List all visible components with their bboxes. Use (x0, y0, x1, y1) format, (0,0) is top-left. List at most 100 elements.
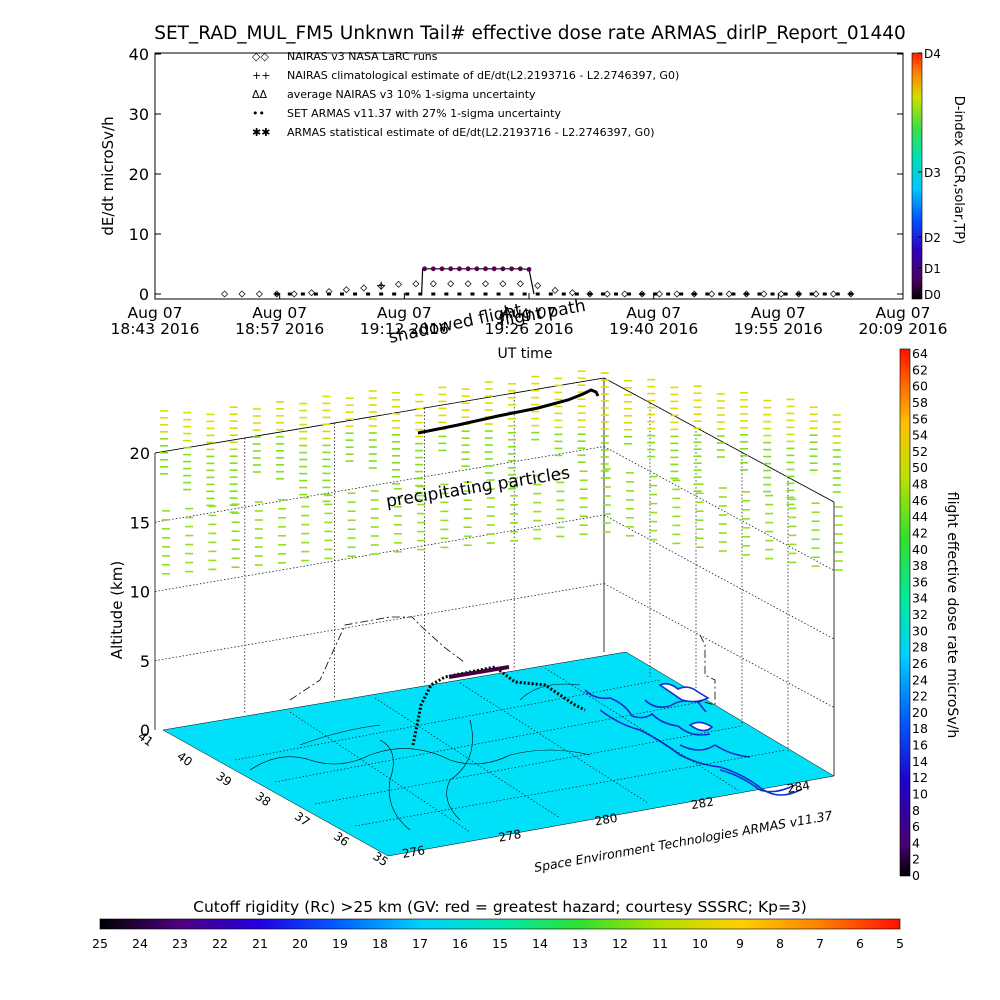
particle-dash (554, 391, 563, 394)
particle-dash (693, 392, 702, 394)
baseline-marker (822, 292, 827, 296)
particle-dash (301, 532, 310, 535)
lat-tick-label: 40 (174, 749, 195, 769)
particle-dash (740, 427, 748, 429)
particle-dash (556, 499, 565, 502)
particle-dash (809, 427, 818, 429)
particle-dash (438, 435, 447, 438)
particle-dash (786, 398, 795, 401)
particle-dash (600, 400, 609, 402)
particle-dash (276, 457, 284, 459)
particle-dash (229, 497, 238, 499)
particle-dash (788, 525, 797, 528)
baseline-marker (666, 292, 671, 296)
particle-dash (577, 419, 586, 421)
particle-dash (693, 448, 702, 450)
particle-dash (254, 555, 263, 557)
nairas-point (621, 290, 629, 298)
particle-dash (206, 469, 215, 472)
particle-dash (716, 449, 725, 451)
baseline-marker (483, 292, 488, 296)
particle-dash (716, 414, 725, 416)
top-y-tick-label: 10 (129, 225, 149, 244)
rc-tick-label: 23 (172, 936, 188, 951)
top-legend: ◇◇ NAIRAS v3 NASA LaRC runs ++ NAIRAS clima… (252, 50, 679, 139)
dindex-tick-label: D0 (924, 288, 941, 302)
particle-dash (788, 543, 797, 546)
particle-dash (624, 415, 632, 417)
particle-dash (229, 469, 238, 471)
particle-dash (624, 387, 632, 389)
nairas-point (221, 290, 229, 298)
armas-point (517, 266, 523, 272)
wall-grid-line (603, 446, 835, 571)
particle-dash (484, 472, 493, 474)
armas-point (439, 266, 445, 272)
particle-dash (579, 470, 588, 472)
map-grid (234, 667, 787, 833)
state-borders (249, 683, 591, 831)
particle-dash (440, 501, 449, 504)
z-tick-label: 20 (130, 444, 150, 463)
particle-dash (440, 537, 449, 540)
particle-dash (252, 443, 261, 445)
nairas-point (795, 290, 803, 298)
particle-dash (415, 428, 424, 431)
particle-dash (834, 524, 843, 526)
particle-dash (600, 428, 609, 430)
particle-dash (415, 463, 424, 466)
particle-dash (278, 544, 286, 546)
particle-dash (786, 412, 795, 415)
particle-dash (322, 472, 331, 475)
particle-dash (695, 528, 704, 530)
particle-dash (809, 469, 818, 471)
nairas-point (568, 289, 576, 297)
armas-point (474, 266, 480, 272)
baseline-marker (718, 292, 723, 296)
top-x-tick-date: Aug 07 (128, 304, 183, 322)
particle-dash (765, 494, 774, 497)
particle-dash (278, 499, 286, 501)
particle-dash (740, 448, 748, 450)
particle-dash (533, 528, 542, 531)
particle-dash (322, 416, 331, 419)
particle-dash (440, 483, 449, 486)
legend-entry: ARMAS statistical estimate of dE/dt(L2.2… (287, 126, 654, 139)
dose-tick-label: 16 (912, 738, 928, 753)
particle-dash (832, 477, 841, 479)
particle-dash (577, 384, 586, 386)
baseline-marker (692, 292, 697, 296)
particle-dash (763, 441, 772, 444)
particle-dash (809, 434, 818, 436)
particle-dash (370, 508, 379, 510)
particle-dash (415, 393, 424, 396)
particle-dash (531, 410, 540, 413)
particle-dash (716, 435, 725, 437)
dose-tick-label: 8 (912, 803, 920, 818)
particle-dash (647, 448, 656, 451)
rc-tick-label: 9 (736, 936, 744, 951)
particle-dash (602, 495, 611, 497)
particle-dash (600, 463, 609, 465)
particle-dash (206, 455, 215, 458)
nairas-point (586, 290, 594, 298)
particle-dash (647, 420, 656, 423)
particle-dash (347, 510, 356, 512)
particle-dash (231, 557, 240, 559)
top-x-tick-date: Aug 07 (252, 304, 307, 322)
particle-dash (742, 545, 750, 547)
particle-dash (368, 432, 377, 434)
particle-dash (809, 455, 818, 457)
particle-dash (438, 393, 447, 396)
dose-tick-label: 28 (912, 640, 928, 655)
rc-tick-label: 25 (92, 936, 108, 951)
particle-dash (254, 546, 263, 548)
particle-dash (461, 416, 470, 418)
particle-dash (508, 488, 516, 490)
particle-dash (742, 536, 750, 538)
baseline-marker (470, 292, 475, 296)
particle-dash (716, 393, 725, 395)
nairas-point (464, 280, 472, 288)
particle-dash (602, 477, 611, 479)
